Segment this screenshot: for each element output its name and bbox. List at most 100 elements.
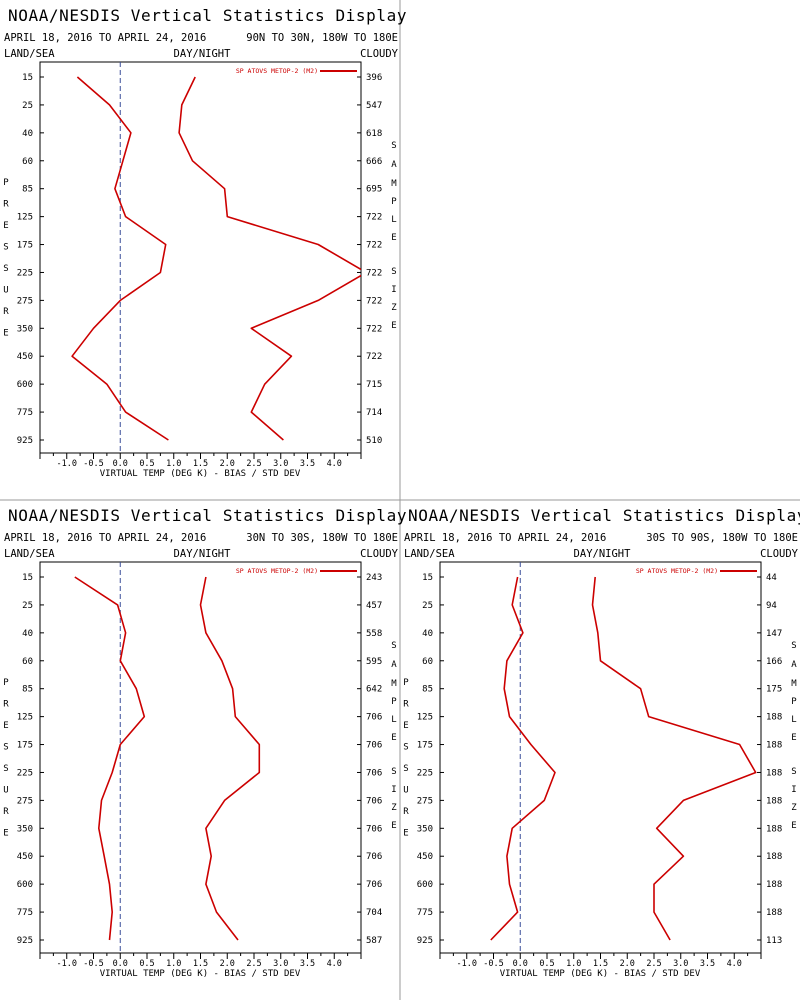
land-sea-label: LAND/SEA bbox=[4, 548, 55, 560]
sample-size-label: 704 bbox=[366, 908, 382, 918]
sample-size-label: 113 bbox=[766, 936, 782, 946]
day-night-label: DAY/NIGHT bbox=[574, 548, 632, 560]
x-tick-label: 2.5 bbox=[646, 959, 661, 969]
x-axis-title: VIRTUAL TEMP (DEG K) - BIAS / STD DEV bbox=[500, 969, 701, 979]
pressure-axis-letter: S bbox=[3, 764, 8, 774]
sample-size-axis-letter: Z bbox=[391, 303, 397, 313]
chart-panel: NOAA/NESDIS Vertical Statistics Display A… bbox=[3, 6, 406, 479]
sample-size-axis-letter: S bbox=[791, 641, 796, 651]
x-tick-label: 4.0 bbox=[727, 959, 742, 969]
pressure-axis-letter: P bbox=[3, 678, 9, 688]
cloudy-label: CLOUDY bbox=[760, 548, 799, 560]
sample-size-label: 722 bbox=[366, 324, 382, 334]
sample-size-axis-letter: S bbox=[391, 641, 396, 651]
sample-size-label: 706 bbox=[366, 852, 382, 862]
x-tick-label: 1.0 bbox=[166, 459, 181, 469]
pressure-tick-label: 15 bbox=[22, 573, 33, 583]
bias-series-line bbox=[490, 576, 556, 941]
sample-size-label: 188 bbox=[766, 880, 782, 890]
x-tick-label: 0.0 bbox=[113, 459, 128, 469]
sample-size-label: 510 bbox=[366, 436, 382, 446]
pressure-axis-letter: P bbox=[403, 678, 409, 688]
sample-size-label: 618 bbox=[366, 129, 382, 139]
sample-size-axis-letter: M bbox=[391, 179, 397, 189]
chart-panel: NOAA/NESDIS Vertical Statistics Display A… bbox=[3, 506, 407, 979]
plot-frame bbox=[439, 561, 762, 954]
sample-size-axis-letter: Z bbox=[791, 803, 797, 813]
sample-size-axis-letter: I bbox=[391, 285, 396, 295]
sample-size-label: 706 bbox=[366, 713, 382, 723]
pressure-tick-label: 40 bbox=[22, 129, 33, 139]
pressure-tick-label: 25 bbox=[422, 601, 433, 611]
x-tick-label: -1.0 bbox=[57, 959, 77, 969]
x-tick-label: 1.5 bbox=[193, 459, 208, 469]
x-tick-label: -1.0 bbox=[457, 959, 477, 969]
sample-size-label: 188 bbox=[766, 768, 782, 778]
legend-label: SP ATOVS METOP-2 (M2) bbox=[636, 567, 718, 575]
sample-size-label: 243 bbox=[366, 573, 382, 583]
sample-size-label: 188 bbox=[766, 741, 782, 751]
pressure-tick-label: 15 bbox=[422, 573, 433, 583]
pressure-tick-label: 600 bbox=[17, 880, 33, 890]
sample-size-label: 166 bbox=[766, 657, 782, 667]
pressure-axis-letter: E bbox=[3, 829, 8, 839]
pressure-tick-label: 450 bbox=[417, 852, 433, 862]
date-range: APRIL 18, 2016 TO APRIL 24, 2016 bbox=[4, 532, 206, 544]
x-tick-label: 3.0 bbox=[673, 959, 688, 969]
pressure-tick-label: 175 bbox=[17, 241, 33, 251]
cloudy-label: CLOUDY bbox=[360, 48, 399, 60]
x-tick-label: 0.0 bbox=[513, 959, 528, 969]
date-range: APRIL 18, 2016 TO APRIL 24, 2016 bbox=[404, 532, 606, 544]
pressure-tick-label: 175 bbox=[417, 741, 433, 751]
pressure-axis-letter: S bbox=[3, 264, 8, 274]
sample-size-axis-letter: P bbox=[391, 697, 397, 707]
x-tick-label: 4.0 bbox=[327, 959, 342, 969]
pressure-tick-label: 40 bbox=[422, 629, 433, 639]
sample-size-axis-letter: I bbox=[391, 785, 396, 795]
sample-size-axis-letter: I bbox=[791, 785, 796, 795]
pressure-axis-letter: S bbox=[403, 743, 408, 753]
sample-size-label: 188 bbox=[766, 713, 782, 723]
x-tick-label: 3.5 bbox=[700, 959, 715, 969]
sample-size-label: 695 bbox=[366, 185, 382, 195]
pressure-axis-letter: R bbox=[403, 700, 409, 710]
pressure-axis-letter: S bbox=[3, 743, 8, 753]
date-range: APRIL 18, 2016 TO APRIL 24, 2016 bbox=[4, 32, 206, 44]
sample-size-label: 722 bbox=[366, 352, 382, 362]
x-tick-label: -0.5 bbox=[83, 959, 103, 969]
sample-size-label: 457 bbox=[366, 601, 382, 611]
pressure-axis-letter: E bbox=[403, 721, 408, 731]
sample-size-axis-letter: E bbox=[391, 321, 396, 331]
day-night-label: DAY/NIGHT bbox=[174, 48, 232, 60]
x-tick-label: 3.0 bbox=[273, 959, 288, 969]
land-sea-label: LAND/SEA bbox=[404, 548, 455, 560]
sample-size-label: 188 bbox=[766, 908, 782, 918]
pressure-tick-label: 125 bbox=[417, 713, 433, 723]
sample-size-label: 188 bbox=[766, 852, 782, 862]
chart-title: NOAA/NESDIS Vertical Statistics Display bbox=[408, 506, 800, 525]
std-dev-series-line bbox=[178, 76, 361, 441]
pressure-axis-letter: E bbox=[3, 721, 8, 731]
pressure-axis-letter: E bbox=[3, 221, 8, 231]
pressure-axis-letter: E bbox=[403, 829, 408, 839]
x-tick-label: -0.5 bbox=[83, 459, 103, 469]
sample-size-axis-letter: S bbox=[391, 267, 396, 277]
pressure-axis-letter: U bbox=[3, 786, 8, 796]
pressure-tick-label: 925 bbox=[417, 936, 433, 946]
bias-series-line bbox=[71, 76, 169, 441]
x-tick-label: 2.5 bbox=[246, 459, 261, 469]
sample-size-axis-letter: E bbox=[791, 733, 796, 743]
sample-size-axis-letter: A bbox=[391, 660, 397, 670]
sample-size-axis-letter: L bbox=[391, 715, 396, 725]
sample-size-label: 188 bbox=[766, 824, 782, 834]
pressure-tick-label: 40 bbox=[22, 629, 33, 639]
sample-size-label: 706 bbox=[366, 768, 382, 778]
chart-title: NOAA/NESDIS Vertical Statistics Display bbox=[8, 506, 407, 525]
sample-size-label: 396 bbox=[366, 73, 382, 83]
plot-frame bbox=[39, 61, 362, 454]
sample-size-label: 706 bbox=[366, 824, 382, 834]
x-tick-label: 3.5 bbox=[300, 959, 315, 969]
day-night-label: DAY/NIGHT bbox=[174, 548, 232, 560]
sample-size-label: 44 bbox=[766, 573, 777, 583]
